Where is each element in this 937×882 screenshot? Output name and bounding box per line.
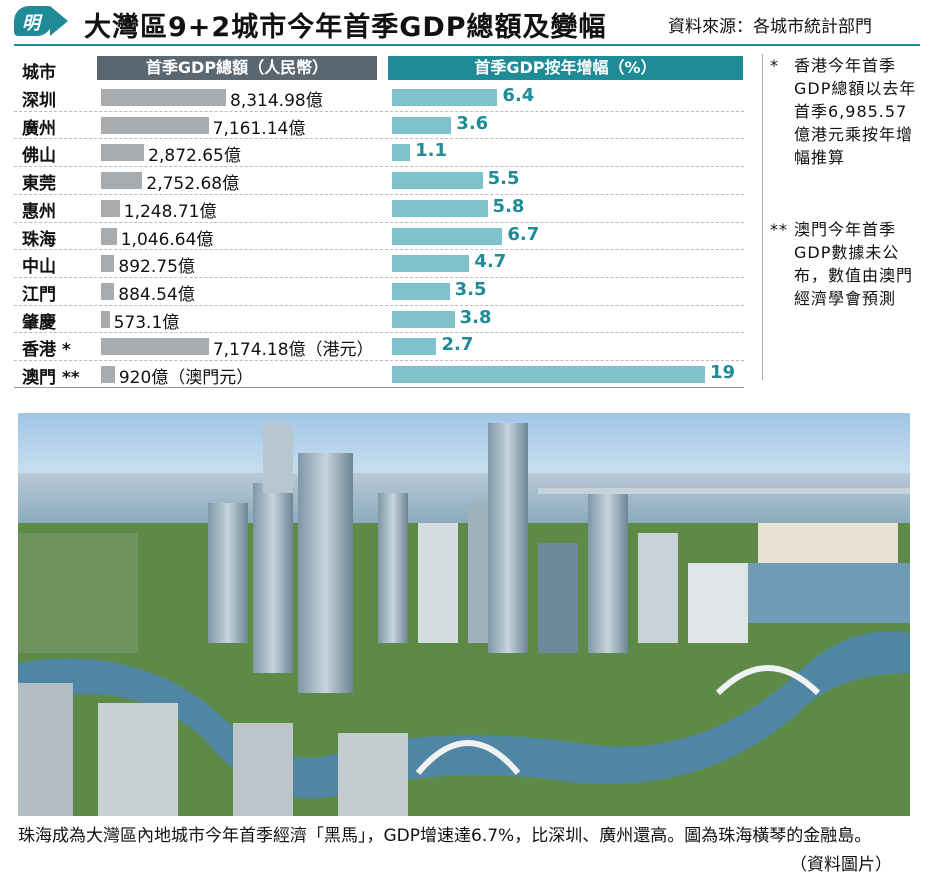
growth-value-label: 3.8 — [459, 306, 492, 328]
gdp-bar — [101, 366, 115, 383]
hengqin-skyline-photo — [18, 413, 910, 816]
gdp-value-label: 2,872.65億 — [148, 146, 241, 167]
row-divider — [14, 138, 744, 140]
row-divider — [14, 249, 744, 251]
photo-caption: 珠海成為大灣區內地城市今年首季經濟「黑馬」，GDP增速達6.7%，比深圳、廣州還… — [18, 826, 872, 846]
gdp-value-label: 573.1億 — [113, 312, 180, 333]
growth-bar — [392, 144, 411, 162]
footnote-text: 香港今年首季GDP總額以去年首季6,985.57億港元乘按年增幅推算 — [794, 56, 917, 167]
growth-value-label: 1.1 — [415, 140, 447, 162]
gdp-value-label: 7,161.14億 — [212, 118, 306, 139]
city-label: 江門 — [22, 284, 56, 305]
growth-value-label: 4.7 — [474, 251, 507, 273]
gdp-bar — [101, 227, 117, 245]
city-label: 肇慶 — [22, 312, 56, 333]
row-divider — [14, 304, 744, 307]
gdp-value-label: 1,248.71億 — [123, 201, 217, 222]
gdp-bar — [101, 199, 120, 217]
growth-bar — [392, 116, 452, 134]
gdp-bar — [101, 310, 110, 328]
gdp-value-label: 920億（澳門元） — [118, 368, 254, 388]
growth-value-label: 19 — [710, 362, 736, 383]
chart-title: 大灣區9+2城市今年首季GDP總額及變幅 — [84, 12, 607, 43]
row-divider — [14, 276, 744, 279]
photo-credit: （資料圖片） — [790, 855, 892, 875]
city-label: 中山 — [22, 257, 56, 278]
city-label: 廣州 — [22, 118, 56, 139]
city-label: 佛山 — [22, 146, 56, 167]
column-header-city: 城市 — [22, 63, 56, 83]
growth-bar — [392, 282, 450, 300]
footnote-text: 澳門今年首季GDP數據未公布，數值由澳門經濟學會預測 — [794, 220, 914, 308]
growth-bar — [392, 89, 498, 106]
title-divider — [14, 44, 920, 46]
growth-value-label: 5.5 — [487, 168, 520, 190]
city-label: 澳門 ** — [22, 368, 80, 388]
logo-arrow-icon — [50, 6, 68, 36]
gdp-bar — [101, 255, 115, 273]
table-bottom-rule — [14, 387, 744, 388]
gdp-bar — [101, 172, 143, 190]
footnote-mark: ** — [770, 220, 788, 239]
logo-text: 明 — [22, 13, 40, 34]
gdp-bar — [101, 89, 226, 106]
gdp-bar — [101, 282, 115, 300]
growth-bar — [392, 172, 483, 190]
gdp-value-label: 892.75億 — [118, 257, 195, 278]
footnote-mark: * — [770, 56, 779, 75]
row-divider — [14, 110, 744, 113]
growth-bar — [392, 255, 470, 273]
row-divider — [14, 360, 744, 362]
row-divider — [14, 221, 744, 224]
city-label: 惠州 — [22, 201, 56, 222]
growth-value-label: 2.7 — [441, 334, 474, 356]
growth-value-label: 6.4 — [502, 85, 535, 106]
data-source: 資料來源：各城市統計部門 — [668, 17, 872, 37]
city-label: 珠海 — [22, 229, 56, 250]
row-divider — [14, 332, 744, 334]
gdp-value-label: 2,752.68億 — [146, 174, 240, 195]
column-header-growth: 首季GDP按年增幅（%） — [388, 56, 743, 80]
growth-bar — [392, 366, 705, 383]
gdp-value-label: 8,314.98億 — [230, 91, 323, 111]
growth-bar — [392, 199, 488, 217]
gdp-value-label: 1,046.64億 — [120, 229, 214, 250]
gdp-bar — [101, 338, 209, 356]
row-divider — [14, 193, 744, 196]
footnote-macau: ** 澳門今年首季GDP數據未公布，數值由澳門經濟學會預測 — [770, 218, 920, 310]
footnote-hongkong: * 香港今年首季GDP總額以去年首季6,985.57億港元乘按年增幅推算 — [770, 54, 920, 169]
city-label: 東莞 — [22, 174, 56, 195]
city-label: 深圳 — [22, 91, 56, 111]
gdp-bar — [101, 144, 145, 162]
column-header-gdp: 首季GDP總額（人民幣） — [97, 56, 377, 80]
growth-bar — [392, 227, 503, 245]
city-label: 香港 * — [22, 340, 71, 361]
growth-value-label: 6.7 — [507, 223, 540, 245]
gdp-value-label: 884.54億 — [118, 284, 195, 305]
gdp-value-label: 7,174.18億（港元） — [212, 340, 374, 361]
growth-bar — [392, 338, 437, 356]
newspaper-logo: 明 — [14, 6, 52, 36]
gdp-bar — [101, 116, 209, 134]
growth-value-label: 3.6 — [456, 112, 489, 134]
row-divider — [14, 166, 744, 168]
notes-divider — [762, 54, 763, 380]
growth-value-label: 5.8 — [492, 195, 525, 217]
growth-value-label: 3.5 — [454, 278, 487, 300]
growth-bar — [392, 310, 455, 328]
